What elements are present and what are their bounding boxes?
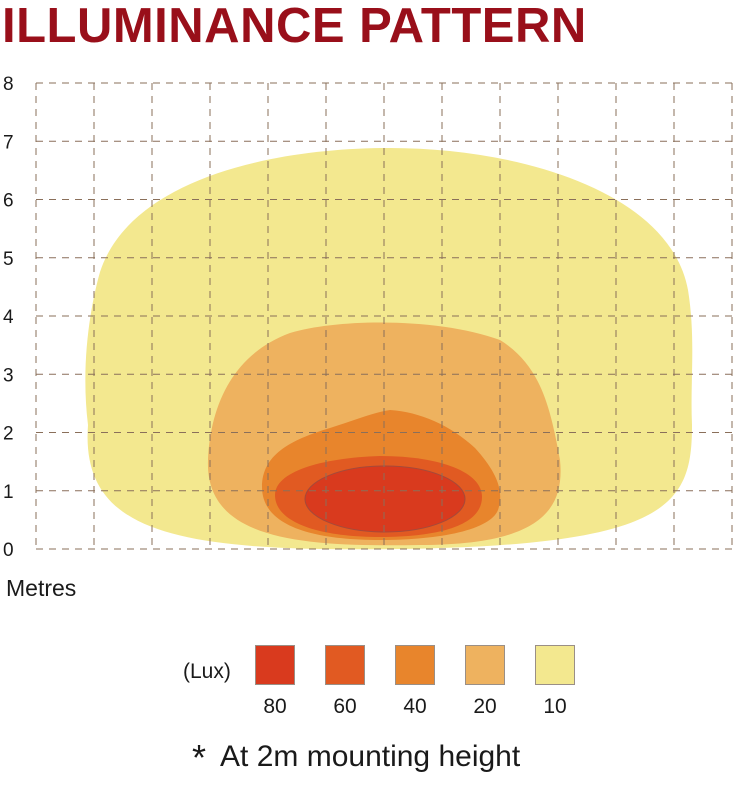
legend-label-10: 10 (543, 695, 567, 718)
legend-swatch-20 (465, 645, 505, 685)
legend-label-20: 20 (473, 695, 497, 718)
legend: 80 60 40 20 10 (255, 645, 605, 719)
y-tick-label-1: 1 (3, 482, 14, 503)
legend-swatch-10 (535, 645, 575, 685)
legend-item-40: 40 (395, 645, 435, 719)
legend-item-80: 80 (255, 645, 295, 719)
y-tick-label-7: 7 (3, 132, 14, 153)
y-tick-label-0: 0 (3, 540, 14, 561)
y-tick-label-4: 4 (3, 307, 14, 328)
y-tick-label-6: 6 (3, 191, 14, 212)
y-tick-label-8: 8 (3, 74, 14, 95)
y-tick-label-3: 3 (3, 365, 14, 386)
legend-swatch-40 (395, 645, 435, 685)
legend-swatch-60 (325, 645, 365, 685)
contour-80-lux (304, 465, 466, 533)
legend-item-20: 20 (465, 645, 505, 719)
legend-item-60: 60 (325, 645, 365, 719)
footnote-text: At 2m mounting height (220, 740, 521, 773)
y-tick-labels: 0 1 2 3 4 5 6 7 8 (3, 74, 14, 561)
legend-label-80: 80 (263, 695, 287, 718)
legend-label-40: 40 (403, 695, 427, 718)
axis-label-metres: Metres (6, 575, 77, 601)
chart-title: ILLUMINANCE PATTERN (2, 0, 587, 53)
legend-label-60: 60 (333, 695, 357, 718)
legend-swatch-80 (255, 645, 295, 685)
contour-layers (85, 148, 693, 550)
illuminance-plot: 0 1 2 3 4 5 6 7 8 (3, 74, 733, 561)
legend-item-10: 10 (535, 645, 575, 719)
legend-unit-label: (Lux) (183, 660, 231, 683)
y-tick-label-2: 2 (3, 424, 14, 445)
footnote-asterisk: * (192, 737, 207, 778)
y-tick-label-5: 5 (3, 249, 14, 270)
footnote: * At 2m mounting height (192, 737, 520, 779)
